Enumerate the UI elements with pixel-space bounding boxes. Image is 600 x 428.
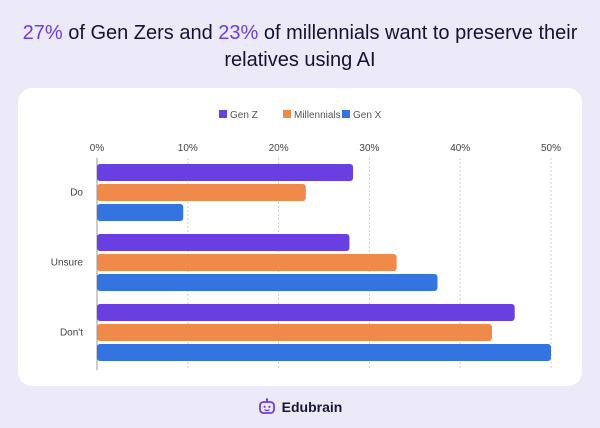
chart-headline: 27% of Gen Zers and 23% of millennials w… [0,20,600,74]
bar-chart: Gen Z Millennials Gen X 0% 10% 20% 30% 40% 50% Do… [51,110,561,370]
millennials-percentage: 23% [218,22,259,44]
bar-do-genx [97,204,184,221]
category-label-0: Do [70,188,83,199]
brand-name: Edubrain [281,399,343,415]
x-tick-label-3: 30% [359,143,379,154]
x-tick-label-2: 20% [269,143,289,154]
bar-unsure-millennials [97,254,397,271]
brand-footer: Edubrain [0,398,600,416]
headline-line-2: relatives using AI [224,49,376,71]
bar-do-genz [97,164,354,181]
legend-label-2: Gen X [353,110,382,121]
bar-unsure-genz [97,234,350,251]
x-tick-label-5: 50% [541,143,561,154]
category-label-1: Unsure [51,258,84,269]
headline-text-2: of millennials want to preserve their [258,22,578,44]
genz-percentage: 27% [22,22,63,44]
legend-swatch-2 [342,110,350,118]
bar-dont-millennials [97,324,492,341]
headline-line-1: 27% of Gen Zers and 23% of millennials w… [0,20,600,47]
x-tick-label-4: 40% [450,143,470,154]
category-label-2: Don't [60,328,83,339]
x-tick-label-1: 10% [178,143,198,154]
bar-dont-genz [97,304,515,321]
bar-do-millennials [97,184,306,201]
legend-label-0: Gen Z [230,110,258,121]
legend-swatch-0 [219,110,227,118]
robot-face-icon [258,398,275,414]
chart-card: Gen Z Millennials Gen X 0% 10% 20% 30% 40% 50% Do… [18,88,582,386]
bar-dont-genx [97,344,551,361]
legend-label-1: Millennials [294,110,341,121]
headline-text-1: of Gen Zers and [62,22,219,44]
bar-unsure-genx [97,274,438,291]
legend-swatch-1 [283,110,291,118]
x-tick-label-0: 0% [90,143,105,154]
